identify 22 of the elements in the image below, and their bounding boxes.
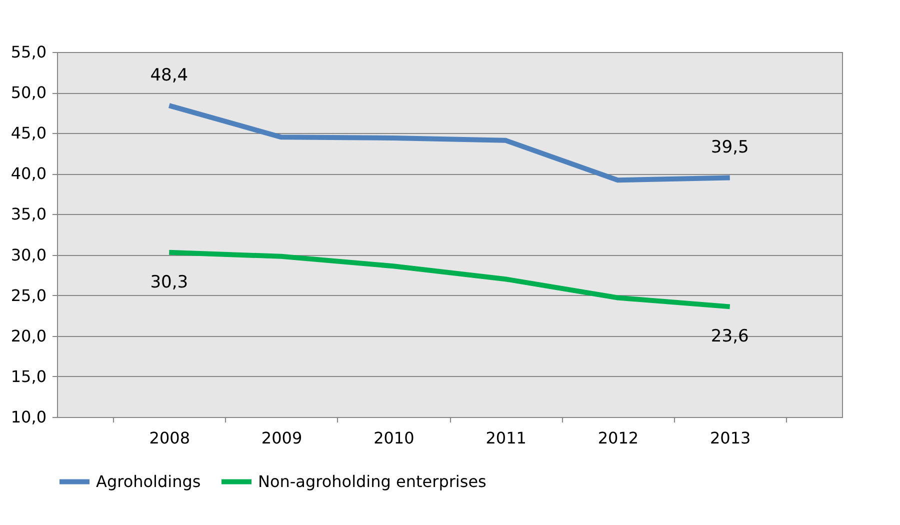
y-tick-label: 45,0 [10, 124, 46, 143]
y-tick-label: 10,0 [10, 408, 46, 426]
y-tick-label: 35,0 [10, 204, 46, 224]
x-tick-label: 2008 [149, 428, 190, 448]
y-tick-label: 20,0 [10, 326, 46, 346]
x-tick-label: 2010 [374, 428, 414, 448]
y-tick-label: 30,0 [10, 245, 46, 264]
y-tick-label: 15,0 [10, 366, 46, 386]
x-tick-label: 2012 [598, 428, 639, 448]
data-label: 39,5 [710, 138, 749, 158]
x-tick-label: 2009 [261, 428, 302, 448]
data-label: 48,4 [150, 66, 188, 86]
x-tick-label: 2013 [710, 428, 751, 448]
legend-label: Non-agroholding enterprises [258, 472, 486, 491]
y-tick-label: 55,0 [10, 42, 46, 62]
y-tick-label: 50,0 [10, 83, 46, 102]
data-label: 23,6 [710, 326, 749, 347]
y-tick-label: 25,0 [10, 286, 46, 305]
y-tick-label: 40,0 [10, 164, 46, 184]
data-label: 30,3 [150, 272, 188, 292]
x-tick-label: 2011 [486, 428, 526, 448]
legend-label: Agroholdings [96, 472, 201, 491]
